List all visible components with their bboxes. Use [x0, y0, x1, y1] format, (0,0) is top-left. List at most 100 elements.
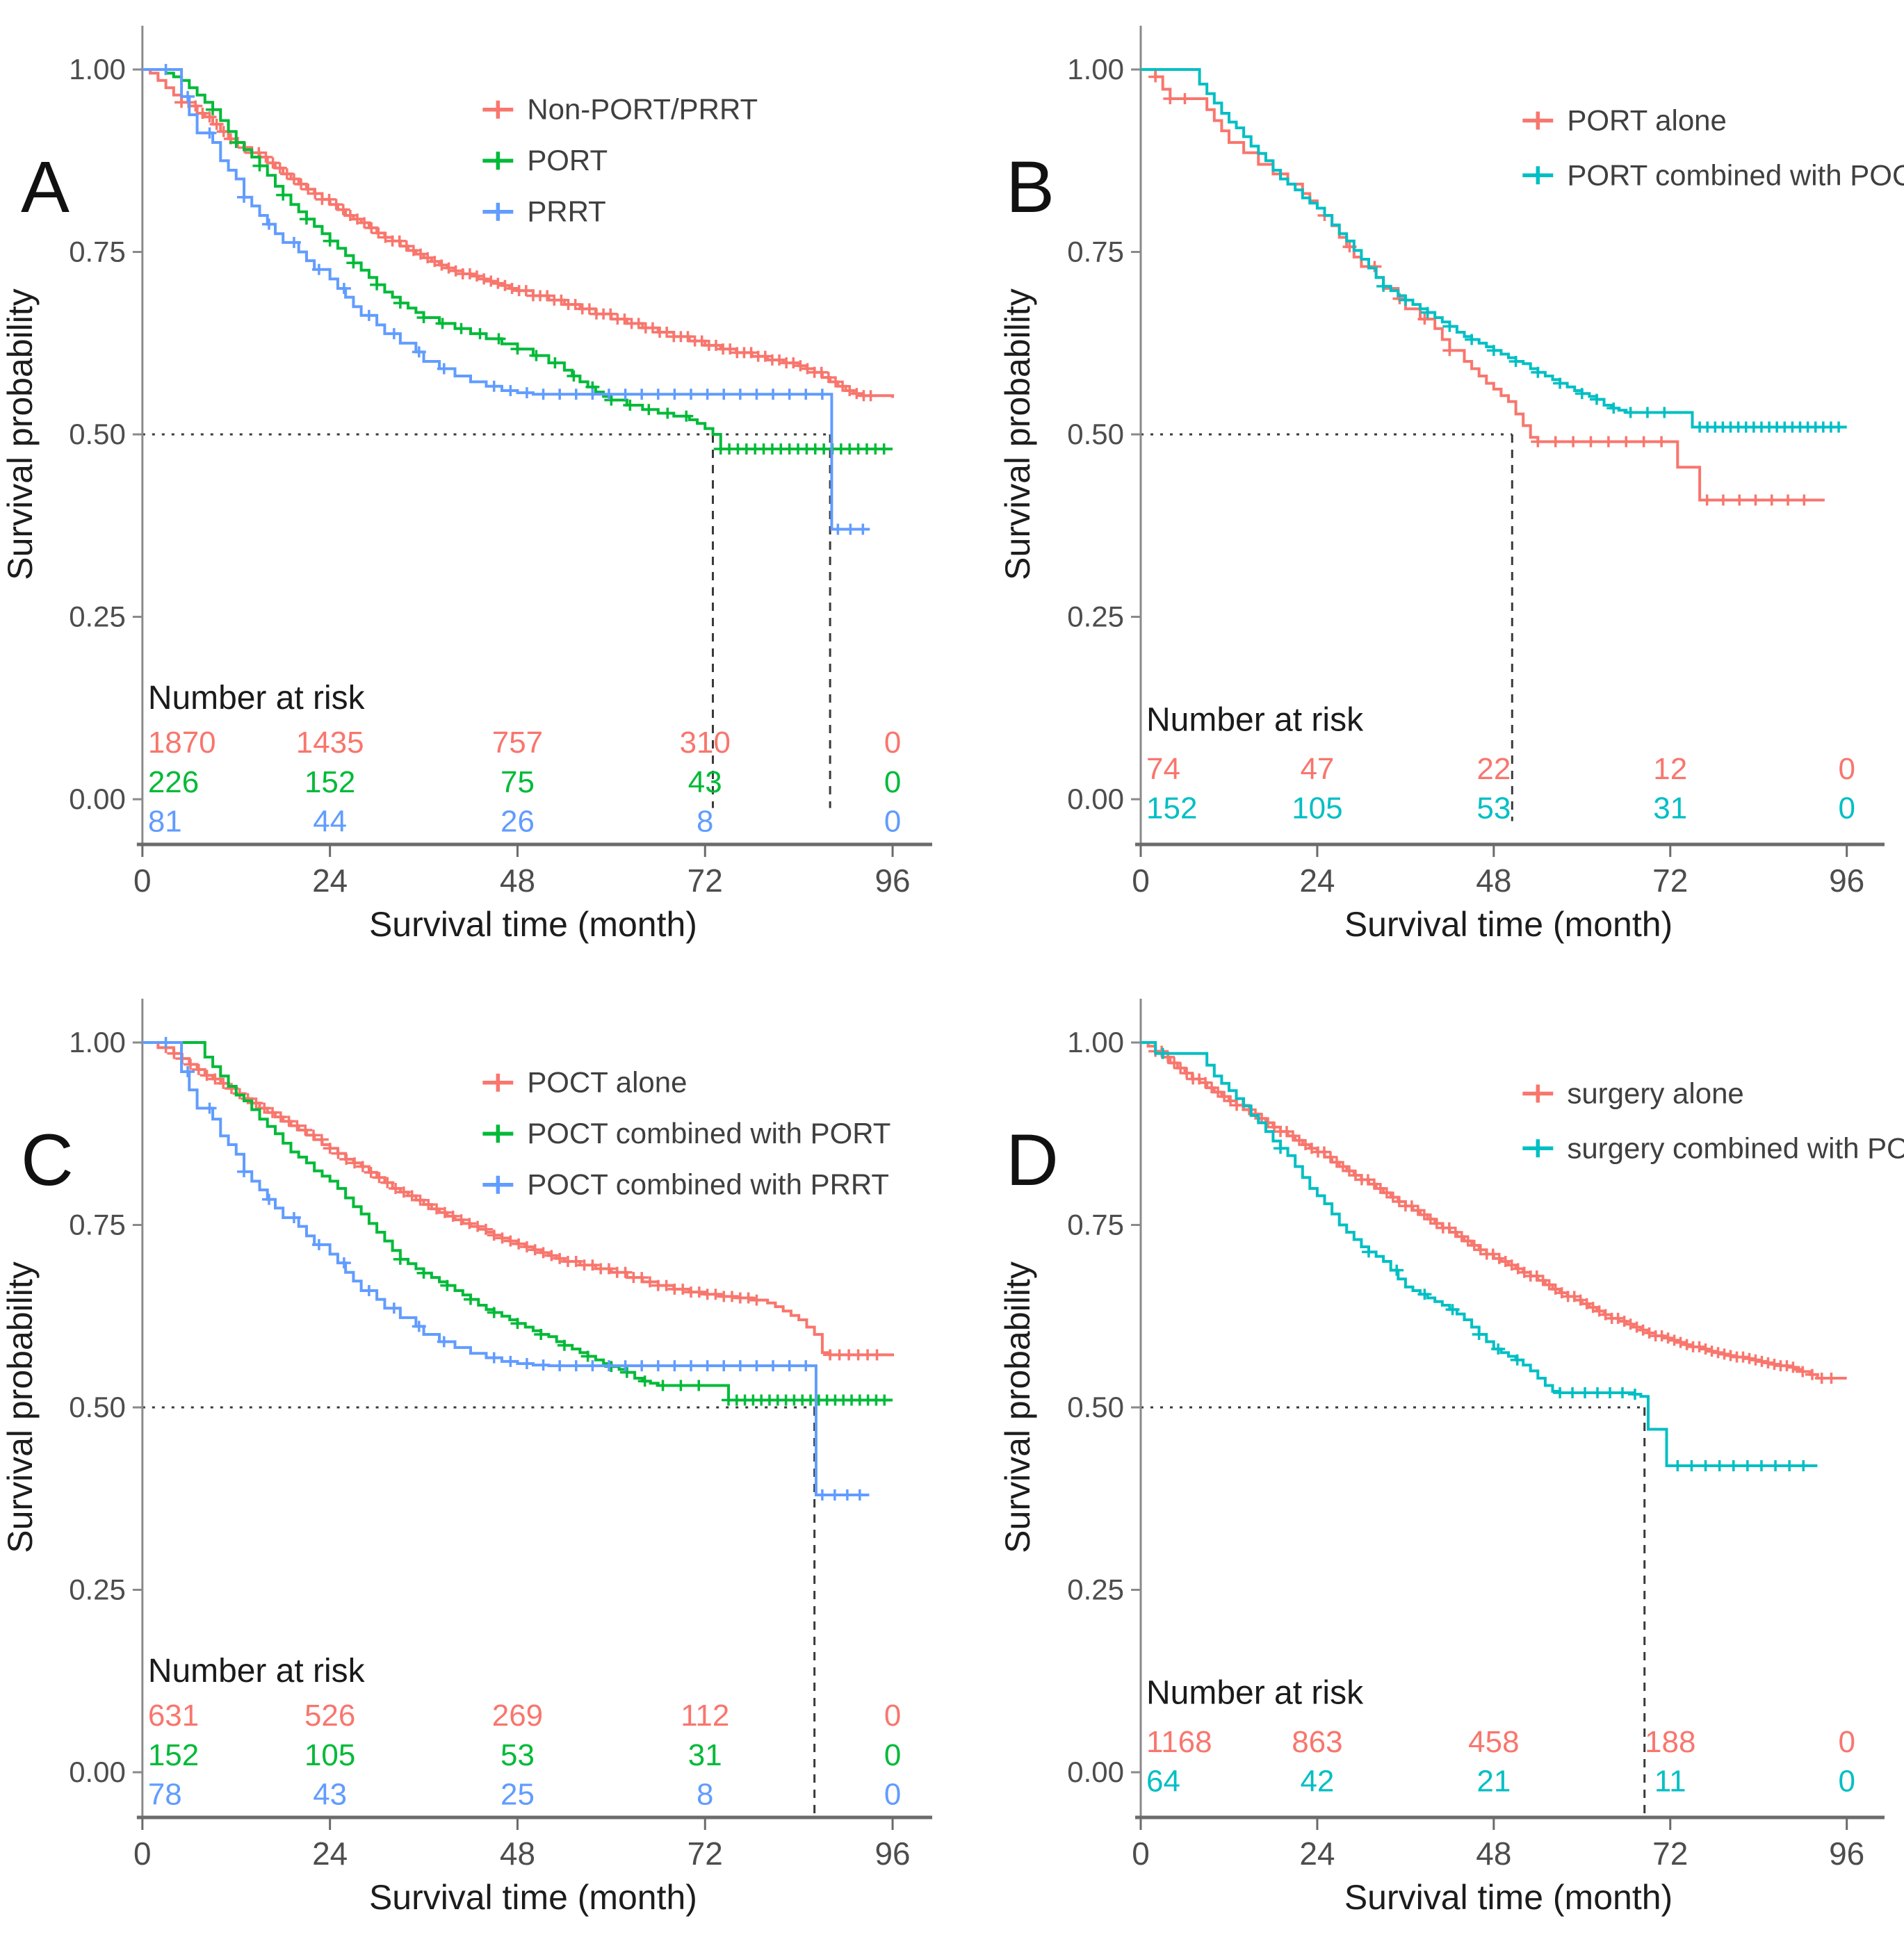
- y-tick-label: 0.25: [1067, 600, 1124, 633]
- risk-value: 0: [884, 765, 901, 799]
- risk-value: 152: [148, 1738, 199, 1772]
- x-tick-label: 96: [875, 1835, 911, 1872]
- legend-marker-poct-combined-with-prrt: [482, 1175, 514, 1194]
- c-curve-poct-combined-with-port: [142, 1041, 893, 1402]
- legend-label-port: PORT: [527, 144, 608, 177]
- legend-label-port-alone: PORT alone: [1567, 104, 1727, 137]
- risk-value: 631: [148, 1699, 199, 1733]
- d-censor-marks-surgery-alone: [1148, 1045, 1839, 1384]
- legend-label-port-combined-with-poct: PORT combined with POCT: [1567, 158, 1904, 191]
- panel-D-plot: D Survival probability 0.00 0.25 0.50 0.75 1.0…: [998, 999, 1904, 1917]
- risk-row-poct-combined-with-prrt: 78 43 25 8 0: [148, 1777, 901, 1811]
- risk-value: 81: [148, 804, 182, 838]
- c-censor-marks-poct-alone: [158, 1042, 884, 1361]
- y-tick-label: 1.00: [69, 53, 126, 85]
- number-at-risk-title: Number at risk: [148, 1653, 366, 1690]
- y-tick-label: 0.75: [69, 235, 126, 268]
- legend-label-prrt: PRRT: [527, 195, 605, 228]
- x-axis-title: Survival time (month): [369, 1878, 697, 1917]
- risk-value: 1870: [148, 726, 216, 760]
- risk-value: 42: [1300, 1765, 1334, 1799]
- y-axis-title: Survival probability: [998, 1261, 1037, 1553]
- x-tick-label: 72: [687, 1835, 723, 1872]
- risk-value: 152: [304, 765, 355, 799]
- risk-row-port-combined-with-poct: 152 105 53 31 0: [1146, 792, 1855, 826]
- d-censor-marks-surgery-combined-with-port: [1155, 1047, 1811, 1471]
- risk-value: 44: [313, 804, 347, 838]
- c-curve-poct-combined-with-prrt: [142, 1041, 870, 1496]
- x-axis-title: Survival time (month): [1344, 905, 1673, 944]
- x-tick-label: 96: [875, 862, 911, 899]
- y-tick-label: 0.75: [69, 1208, 126, 1241]
- risk-value: 0: [884, 804, 901, 838]
- legend-label-poct-combined-with-prrt: POCT combined with PRRT: [527, 1168, 889, 1201]
- b-curve-port-combined-with-poct: [1141, 68, 1847, 429]
- x-axis-title: Survival time (month): [1344, 1878, 1673, 1917]
- risk-value: 25: [501, 1777, 535, 1811]
- legend-label-poct-combined-with-port: POCT combined with PORT: [527, 1117, 890, 1150]
- y-tick-label: 0.50: [69, 418, 126, 450]
- risk-value: 0: [1838, 752, 1855, 786]
- y-tick-label: 0.50: [1067, 418, 1124, 450]
- y-tick-label: 0.25: [1067, 1573, 1124, 1606]
- y-tick-label: 0.50: [69, 1391, 126, 1423]
- risk-value: 1435: [296, 726, 364, 760]
- risk-row-port: 226 152 75 43 0: [148, 765, 901, 799]
- risk-value: 0: [1838, 792, 1855, 826]
- risk-value: 22: [1476, 752, 1511, 786]
- panel-C-plot: C Survival probability 0.00 0.25 0.50 0.75 1.0…: [1, 999, 933, 1917]
- y-axis-title: Survival probability: [1, 288, 40, 580]
- risk-row-poct-alone: 631 526 269 112 0: [148, 1699, 901, 1733]
- x-tick-label: 72: [1652, 862, 1688, 899]
- legend-marker-port-combined-with-poct: [1522, 166, 1554, 185]
- y-axis-title: Survival probability: [998, 288, 1037, 580]
- risk-value: 0: [884, 1699, 901, 1733]
- x-tick-label: 0: [1132, 862, 1150, 899]
- risk-value: 310: [680, 726, 731, 760]
- risk-value: 26: [501, 804, 535, 838]
- y-tick-label: 1.00: [1067, 1026, 1124, 1058]
- panel-C: C Survival probability 0.00 0.25 0.50 0.75 1.0…: [0, 973, 952, 1946]
- y-tick-label: 1.00: [1067, 53, 1124, 85]
- panel-letter-B: B: [1006, 147, 1055, 228]
- risk-value: 11: [1654, 1765, 1686, 1799]
- risk-row-surgery-alone: 1168 863 458 188 0: [1146, 1725, 1855, 1759]
- y-axis-title: Survival probability: [1, 1261, 40, 1553]
- panel-B-plot: B Survival probability 0.00 0.25 0.50 0.75 1.0…: [998, 26, 1904, 944]
- legend-label-poct-alone: POCT alone: [527, 1066, 687, 1099]
- x-tick-label: 0: [133, 1835, 152, 1872]
- a-censor-marks-prrt: [158, 64, 870, 535]
- legend-marker-non-port-prrt: [482, 100, 514, 119]
- b-censor-marks-port-combined-with-poct: [1376, 280, 1846, 433]
- risk-value: 863: [1292, 1725, 1342, 1759]
- risk-value: 526: [304, 1699, 355, 1733]
- x-tick-label: 48: [1476, 862, 1511, 899]
- risk-value: 152: [1146, 792, 1197, 826]
- risk-value: 105: [304, 1738, 355, 1772]
- panel-A: A Survival probability 0.00 0.25 0.50 0.75 1.0…: [0, 0, 952, 973]
- legend-marker-poct-alone: [482, 1073, 514, 1092]
- risk-row-port-alone: 74 47 22 12 0: [1146, 752, 1855, 786]
- x-tick-label: 24: [312, 862, 348, 899]
- risk-value: 0: [1838, 1725, 1855, 1759]
- x-axis-title: Survival time (month): [369, 905, 697, 944]
- risk-value: 43: [688, 765, 722, 799]
- risk-value: 226: [148, 765, 199, 799]
- x-tick-label: 48: [500, 862, 535, 899]
- risk-value: 757: [492, 726, 543, 760]
- risk-value: 188: [1645, 1725, 1695, 1759]
- y-tick-label: 1.00: [69, 1026, 126, 1058]
- legend-marker-poct-combined-with-port: [482, 1125, 514, 1143]
- risk-value: 31: [1653, 792, 1687, 826]
- risk-value: 105: [1292, 792, 1342, 826]
- x-tick-label: 0: [1132, 1835, 1150, 1872]
- a-curve-prrt: [142, 68, 870, 531]
- legend-label-surgery-combined-with-port: surgery combined with PORT: [1567, 1131, 1904, 1164]
- risk-value: 0: [1838, 1765, 1855, 1799]
- y-tick-label: 0.75: [1067, 1209, 1124, 1241]
- risk-value: 75: [501, 765, 535, 799]
- y-tick-label: 0.00: [69, 783, 126, 815]
- risk-value: 21: [1476, 1765, 1511, 1799]
- y-tick-label: 0.50: [1067, 1391, 1124, 1423]
- risk-value: 269: [492, 1699, 543, 1733]
